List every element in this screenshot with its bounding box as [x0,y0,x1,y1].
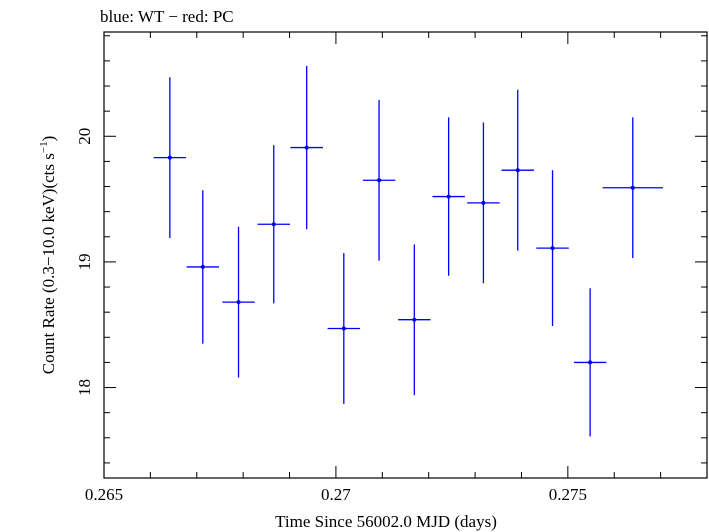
y-axis-label: Count Rate (0.3−10.0 keV)(cts s−1) [38,136,58,375]
data-marker [550,246,555,251]
y-tick-label: 18 [75,379,94,396]
data-marker [271,222,276,227]
data-point [290,65,323,230]
data-marker [481,200,486,205]
data-point [467,122,500,284]
data-point [222,226,255,378]
data-marker [412,317,417,322]
data-marker [446,194,451,199]
data-series [153,65,663,437]
data-marker [630,185,635,190]
y-axis-label-superscript: −1 [38,141,50,153]
data-marker [200,264,205,269]
data-marker [236,300,241,305]
data-point [536,170,569,326]
data-marker [515,168,520,173]
y-axis-label-close: ) [39,136,58,142]
x-tick-label: 0.265 [85,485,123,504]
y-axis: 18 19 20 [75,35,707,464]
data-point [153,77,187,239]
data-marker [341,326,346,331]
x-tick-label: 0.275 [549,485,587,504]
data-point [602,117,663,259]
data-point [327,253,361,404]
data-marker [377,178,382,183]
data-point [573,288,607,437]
data-point [398,244,431,396]
y-axis-label-main: Count Rate (0.3−10.0 keV)(cts s [39,153,58,374]
data-point [186,190,220,344]
x-axis-label: Time Since 56002.0 MJD (days) [275,512,497,531]
data-marker [588,360,593,365]
plot-frame [103,31,708,479]
y-tick-label: 19 [75,253,94,270]
data-point [257,145,291,304]
x-axis: 0.265 0.27 0.275 [85,32,708,504]
y-tick-label: 20 [75,128,94,145]
chart-title: blue: WT − red: PC [100,7,234,26]
data-point [501,89,534,251]
data-marker [304,145,309,150]
data-point [432,117,465,276]
x-tick-label: 0.27 [321,485,351,504]
data-marker [167,155,172,160]
data-point [362,99,396,261]
